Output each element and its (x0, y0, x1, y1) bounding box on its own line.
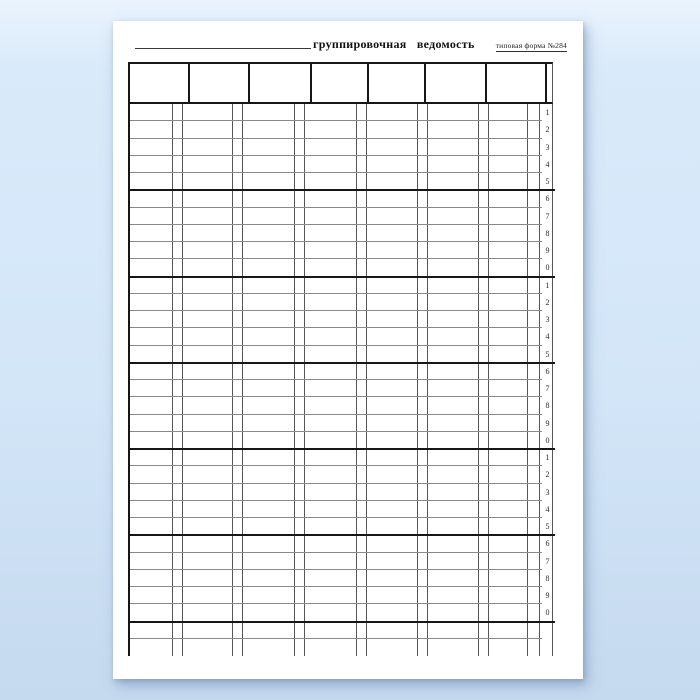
grid-vertical-line (172, 104, 173, 656)
row-line (130, 155, 542, 156)
row-line (130, 638, 542, 639)
row-number: 6 (545, 367, 550, 376)
row-line (130, 379, 542, 380)
row-number: 0 (545, 263, 550, 272)
row-line (130, 569, 542, 570)
form-title: группировочная ведомость (313, 37, 475, 51)
row-number: 1 (545, 453, 550, 462)
row-line (130, 258, 542, 259)
row-number: 4 (545, 505, 550, 514)
header-cell (130, 64, 188, 102)
row-number: 7 (545, 212, 550, 221)
grid-vertical-line (356, 104, 357, 656)
row-number: 5 (545, 177, 550, 186)
grid: 1 2 3 4 5 6 7 8 9 0 1 2 3 4 5 6 7 8 9 0 1 2 3 4 5 6 7 8 9 0 (128, 104, 555, 656)
row-line (130, 483, 542, 484)
grid-vertical-line (427, 104, 428, 656)
row-number: 2 (545, 125, 550, 134)
row-number: 1 (545, 281, 550, 290)
row-line (130, 517, 542, 518)
grid-vertical-line (417, 104, 418, 656)
grid-vertical-line (304, 104, 305, 656)
grid-vertical-line (488, 104, 489, 656)
header-cell (310, 64, 367, 102)
row-number: 2 (545, 470, 550, 479)
group-separator-line (130, 276, 555, 278)
group-separator-line (130, 621, 555, 623)
row-number: 4 (545, 160, 550, 169)
header-cell (424, 64, 485, 102)
row-line (130, 224, 542, 225)
row-line (130, 120, 542, 121)
row-line (130, 345, 542, 346)
group-separator-line (130, 189, 555, 191)
row-line (130, 431, 542, 432)
row-number: 8 (545, 401, 550, 410)
row-line (130, 465, 542, 466)
row-line (130, 138, 542, 139)
row-number: 6 (545, 194, 550, 203)
row-number: 0 (545, 436, 550, 445)
grid-vertical-line (539, 104, 540, 656)
grid-vertical-line (182, 104, 183, 656)
header-cell (248, 64, 310, 102)
row-line (130, 500, 542, 501)
row-number: 9 (545, 419, 550, 428)
row-number: 3 (545, 488, 550, 497)
group-separator-line (130, 448, 555, 450)
row-number: 8 (545, 574, 550, 583)
row-number: 6 (545, 539, 550, 548)
row-number: 3 (545, 143, 550, 152)
header-cell (188, 64, 248, 102)
header-cell (367, 64, 424, 102)
grid-vertical-line (478, 104, 479, 656)
row-line (130, 396, 542, 397)
row-number: 9 (545, 591, 550, 600)
row-number: 7 (545, 384, 550, 393)
row-number: 9 (545, 246, 550, 255)
row-number: 2 (545, 298, 550, 307)
group-separator-line (130, 534, 555, 536)
row-line (130, 327, 542, 328)
row-number: 5 (545, 350, 550, 359)
row-number: 0 (545, 608, 550, 617)
row-line (130, 310, 542, 311)
row-line (130, 552, 542, 553)
row-line (130, 603, 542, 604)
form-page: группировочная ведомость типовая форма №… (113, 21, 583, 679)
header-gutter-cell (545, 64, 555, 102)
row-number: 7 (545, 557, 550, 566)
row-line (130, 414, 542, 415)
form-number-label: типовая форма №284 (495, 41, 567, 52)
row-number: 8 (545, 229, 550, 238)
row-number: 5 (545, 522, 550, 531)
row-line (130, 241, 542, 242)
header-cell (485, 64, 545, 102)
grid-vertical-line (294, 104, 295, 656)
group-separator-line (130, 362, 555, 364)
grid-vertical-line (232, 104, 233, 656)
row-line (130, 586, 542, 587)
fill-in-blank-line (135, 34, 311, 49)
row-number: 3 (545, 315, 550, 324)
grid-vertical-line (527, 104, 528, 656)
row-line (130, 207, 542, 208)
form-header: группировочная ведомость типовая форма №… (113, 21, 583, 61)
row-number: 1 (545, 108, 550, 117)
grid-vertical-line (366, 104, 367, 656)
row-line (130, 172, 542, 173)
row-line (130, 293, 542, 294)
row-number: 4 (545, 332, 550, 341)
table-header-row (128, 62, 553, 104)
grid-vertical-line (242, 104, 243, 656)
